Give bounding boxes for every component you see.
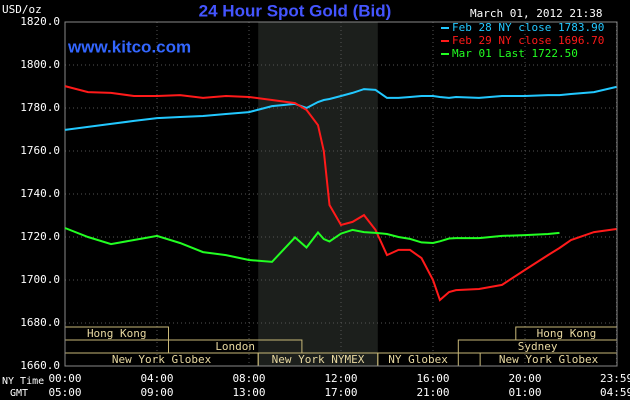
series-line xyxy=(64,227,560,263)
y-tick-label: 1680.0 xyxy=(20,316,60,329)
plot-frame xyxy=(64,21,618,367)
session-label: New York Globex xyxy=(112,353,212,366)
y-tick-label: 1780.0 xyxy=(20,101,60,114)
y-tick-label: 1720.0 xyxy=(20,230,60,243)
chart-title: 24 Hour Spot Gold (Bid) xyxy=(199,1,392,20)
x2-tick-label: 21:00 xyxy=(416,386,449,399)
x-tick-label: 16:00 xyxy=(416,372,449,385)
series-line xyxy=(64,85,617,131)
x-tick-label: 08:00 xyxy=(232,372,265,385)
x-tick-label: 23:59 xyxy=(600,372,630,385)
x-tick-label: 04:00 xyxy=(140,372,173,385)
x2-tick-label: 04:59 xyxy=(600,386,630,399)
legend-label: Mar 01 Last 1722.50 xyxy=(452,47,578,60)
x2-tick-label: 09:00 xyxy=(140,386,173,399)
session-label: Hong Kong xyxy=(537,327,597,340)
y-tick-label: 1760.0 xyxy=(20,144,60,157)
y-tick-label: 1820.0 xyxy=(20,15,60,28)
legend-label: Feb 28 NY close 1783.90 xyxy=(452,21,604,34)
session-label: Sydney xyxy=(518,340,558,353)
source: www.kitco.com xyxy=(67,37,191,56)
x2-axis-label: GMT xyxy=(10,388,28,399)
session-label: New York Globex xyxy=(499,353,599,366)
x-axis-label: NY Time xyxy=(2,376,44,387)
x2-tick-label: 05:00 xyxy=(48,386,81,399)
y-tick-label: 1700.0 xyxy=(20,273,60,286)
session-label: New York NYMEX xyxy=(272,353,365,366)
session-label: Hong Kong xyxy=(87,327,147,340)
x-tick-label: 20:00 xyxy=(508,372,541,385)
legend-label: Feb 29 NY close 1696.70 xyxy=(452,34,604,47)
x2-tick-label: 01:00 xyxy=(508,386,541,399)
series-line xyxy=(64,85,617,302)
x-tick-label: 00:00 xyxy=(48,372,81,385)
session-label: NY Globex xyxy=(388,353,448,366)
y-axis-label: USD/oz xyxy=(2,3,42,16)
x2-tick-label: 13:00 xyxy=(232,386,265,399)
y-tick-label: 1740.0 xyxy=(20,187,60,200)
session-label: London xyxy=(215,340,255,353)
x-tick-label: 12:00 xyxy=(324,372,357,385)
y-tick-label: 1800.0 xyxy=(20,58,60,71)
x2-tick-label: 17:00 xyxy=(324,386,357,399)
timestamp: March 01, 2012 21:38 xyxy=(470,7,602,20)
y-tick-label: 1660.0 xyxy=(20,359,60,372)
